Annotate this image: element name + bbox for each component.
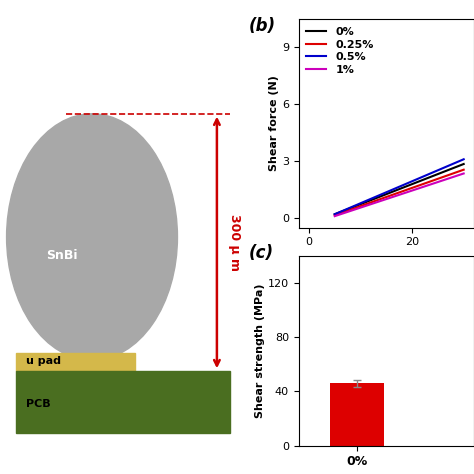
0.5% [461,156,466,162]
Text: 300 μ m: 300 μ m [228,214,241,271]
Bar [17,371,230,433]
Text: (b): (b) [249,17,276,35]
0% [332,211,337,217]
Legend: 0%, 0.25%, 0.5%, 1%: 0%, 0.25%, 0.5%, 1% [304,25,376,77]
1% [461,171,466,176]
Circle shape [7,114,177,360]
0.25% [461,167,466,173]
Line: 0.25%: 0.25% [335,170,464,215]
Y-axis label: Shear force (N): Shear force (N) [269,75,279,171]
Text: u pad: u pad [26,356,61,366]
0.25% [332,212,337,218]
0.5% [332,211,337,217]
1% [332,213,337,219]
Line: 0.5%: 0.5% [335,159,464,214]
Bar [17,353,135,371]
Text: PCB: PCB [26,399,51,409]
Y-axis label: Shear strength (MPa): Shear strength (MPa) [255,283,265,418]
Line: 1%: 1% [335,173,464,216]
Text: (c): (c) [249,244,274,262]
Bar [330,383,384,446]
Line: 0%: 0% [335,164,464,214]
0% [461,161,466,167]
Text: SnBi: SnBi [46,249,78,263]
